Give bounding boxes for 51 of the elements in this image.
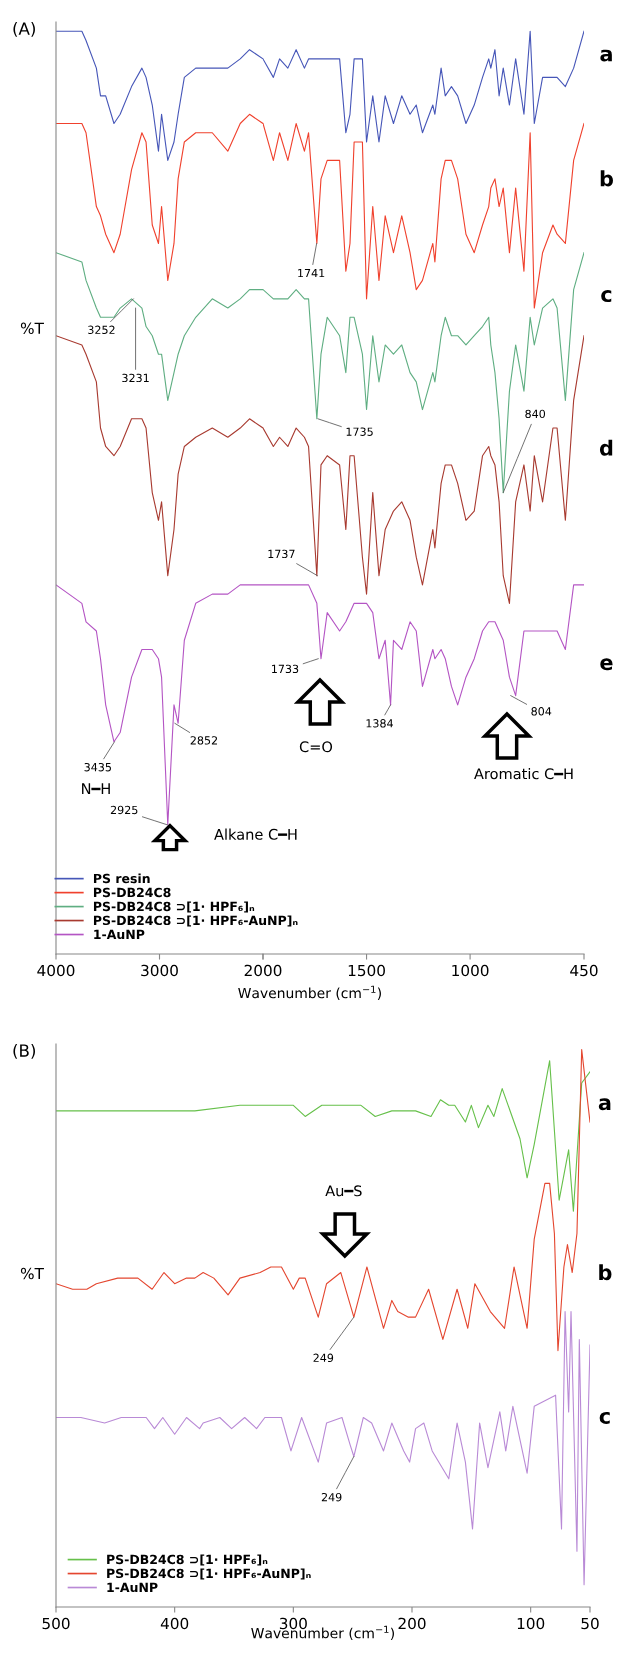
annotation: Au━S (325, 1185, 362, 1197)
chart-title: (B) (13, 1044, 36, 1059)
annotation: 1384 (366, 719, 393, 728)
x-tick-label: 50 (581, 1617, 599, 1630)
x-tick-label: 100 (517, 1617, 545, 1630)
annotation: N━H (82, 783, 110, 794)
text: c (601, 290, 612, 303)
x-tick-label: 2000 (244, 964, 282, 977)
text: d (599, 439, 613, 456)
text: b (600, 170, 613, 187)
x-tick-label: 4000 (37, 964, 75, 977)
annotation: 1733 (272, 664, 299, 674)
annotation: 1741 (298, 268, 325, 278)
text: a (598, 1098, 611, 1111)
legend-label: 1-AuNP (94, 929, 145, 940)
legend-label: PS-DB24C8 (93, 887, 171, 898)
annotation: 3252 (88, 325, 115, 334)
x-tick-label: 3000 (141, 964, 178, 977)
x-axis-title: Wavenumber (cm$^{−1}$) (238, 985, 381, 1000)
x-tick-label: 1000 (452, 964, 489, 977)
legend-label: PS-DB24C8 ⊃[1· HPF₆]ₙ (107, 1554, 268, 1566)
annotation: 2852 (190, 736, 218, 745)
annotation: 840 (525, 409, 546, 419)
x-tick-label: 450 (570, 964, 598, 977)
annotation: 249 (313, 1353, 334, 1363)
annotation: 1737 (268, 549, 295, 559)
annotation: 804 (531, 707, 552, 716)
chart-title: (A) (13, 22, 35, 37)
annotation: C=O (299, 741, 333, 753)
text: a (600, 49, 612, 62)
text: e (600, 658, 613, 671)
y-axis-title: %T (20, 1267, 44, 1280)
annotation: 3435 (84, 762, 111, 772)
x-tick-label: 400 (160, 1617, 189, 1630)
text: b (599, 1264, 612, 1281)
legend-label: PS-DB24C8 ⊃[1· HPF₆]ₙ (93, 901, 255, 913)
annotation: 249 (321, 1492, 342, 1502)
annotation: 3231 (122, 373, 149, 383)
legend-label: 1-AuNP (107, 1582, 158, 1593)
legend-label: PS resin (93, 873, 150, 884)
annotation: Alkane C━H (214, 828, 297, 840)
x-tick-label: 200 (398, 1617, 426, 1630)
x-tick-label: 1500 (348, 964, 385, 977)
legend-label: PS-DB24C8 ⊃[1· HPF₆-AuNP]ₙ (107, 1568, 311, 1580)
annotation: 1735 (346, 427, 373, 436)
legend-label: PS-DB24C8 ⊃[1· HPF₆-AuNP]ₙ (93, 915, 298, 927)
y-axis-title: %T (20, 322, 44, 334)
annotation: 2925 (110, 805, 138, 815)
x-tick-label: 500 (42, 1617, 70, 1630)
annotation: Aromatic C━H (474, 768, 573, 780)
text: c (599, 1411, 610, 1424)
